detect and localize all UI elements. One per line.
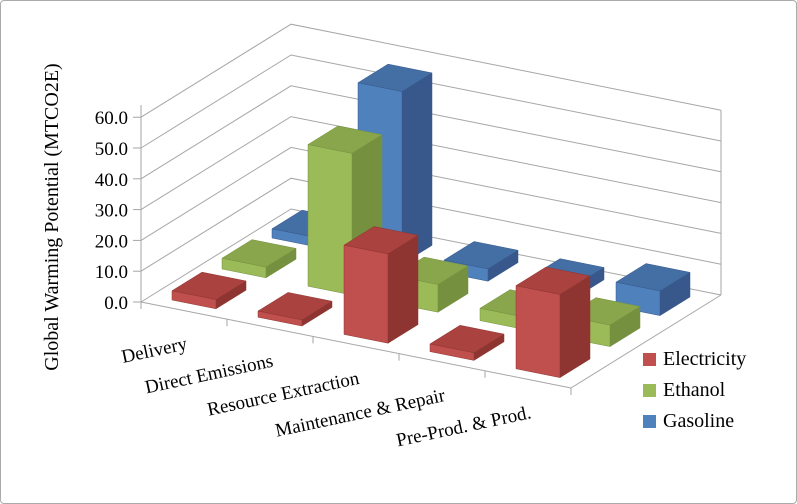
gridline-30.0 bbox=[140, 116, 722, 211]
legend-label-electricity: Electricity bbox=[663, 348, 747, 370]
y-axis-title: Global Warming Potential (MTCO2E) bbox=[41, 63, 63, 370]
y-tick-label: 30.0 bbox=[95, 201, 128, 222]
legend-label-gasoline: Gasoline bbox=[663, 410, 735, 432]
y-tick-label: 20.0 bbox=[95, 231, 128, 252]
bar-electricity-pre-prod-prod bbox=[515, 266, 591, 379]
bar-electricity-maintenance-repair bbox=[429, 325, 505, 361]
legend-label-ethanol: Ethanol bbox=[663, 379, 726, 401]
gridline-50.0 bbox=[140, 54, 722, 149]
x-category-label: Delivery bbox=[120, 333, 190, 367]
bar-top-face bbox=[443, 241, 519, 270]
bar-top-face bbox=[257, 292, 333, 321]
bar-side-face bbox=[387, 234, 419, 344]
floor-front-edge bbox=[140, 301, 572, 389]
bar-top-face bbox=[171, 271, 247, 300]
legend-swatch-ethanol-icon bbox=[643, 383, 656, 397]
bar-top-face bbox=[515, 266, 591, 295]
legend-item-electricity: Electricity bbox=[643, 347, 746, 371]
bar-front-face bbox=[515, 285, 561, 378]
legend-swatch-electricity-icon bbox=[643, 352, 656, 366]
bar-top-face bbox=[307, 125, 383, 154]
floor-right-edge bbox=[570, 294, 722, 389]
bar-electricity-delivery bbox=[171, 271, 247, 310]
y-tick-label: 60.0 bbox=[95, 108, 128, 129]
legend-item-gasoline: Gasoline bbox=[643, 409, 746, 433]
gridline-10.0 bbox=[140, 177, 722, 272]
y-tick-label: 40.0 bbox=[95, 170, 128, 191]
bar-electricity-resource-extraction bbox=[343, 226, 419, 344]
bar-top-face bbox=[343, 226, 419, 255]
legend-item-ethanol: Ethanol bbox=[643, 378, 746, 402]
gridline-60.0 bbox=[140, 23, 722, 118]
bar-top-face bbox=[429, 325, 505, 353]
bar-top-face bbox=[221, 239, 297, 268]
bar-top-face bbox=[615, 263, 691, 292]
bar-front-face bbox=[343, 244, 389, 344]
gridline-20.0 bbox=[140, 146, 722, 241]
bar-electricity-direct-emissions bbox=[257, 292, 333, 327]
y-tick-label: 0.0 bbox=[104, 293, 128, 314]
bar-top-face bbox=[357, 63, 433, 92]
bar-ethanol-delivery bbox=[221, 239, 297, 279]
gridline-40.0 bbox=[140, 85, 722, 180]
y-tick-label: 10.0 bbox=[95, 262, 128, 283]
y-tick-label: 50.0 bbox=[95, 139, 128, 160]
legend: Electricity Ethanol Gasoline bbox=[643, 347, 746, 433]
legend-swatch-gasoline-icon bbox=[643, 414, 656, 428]
